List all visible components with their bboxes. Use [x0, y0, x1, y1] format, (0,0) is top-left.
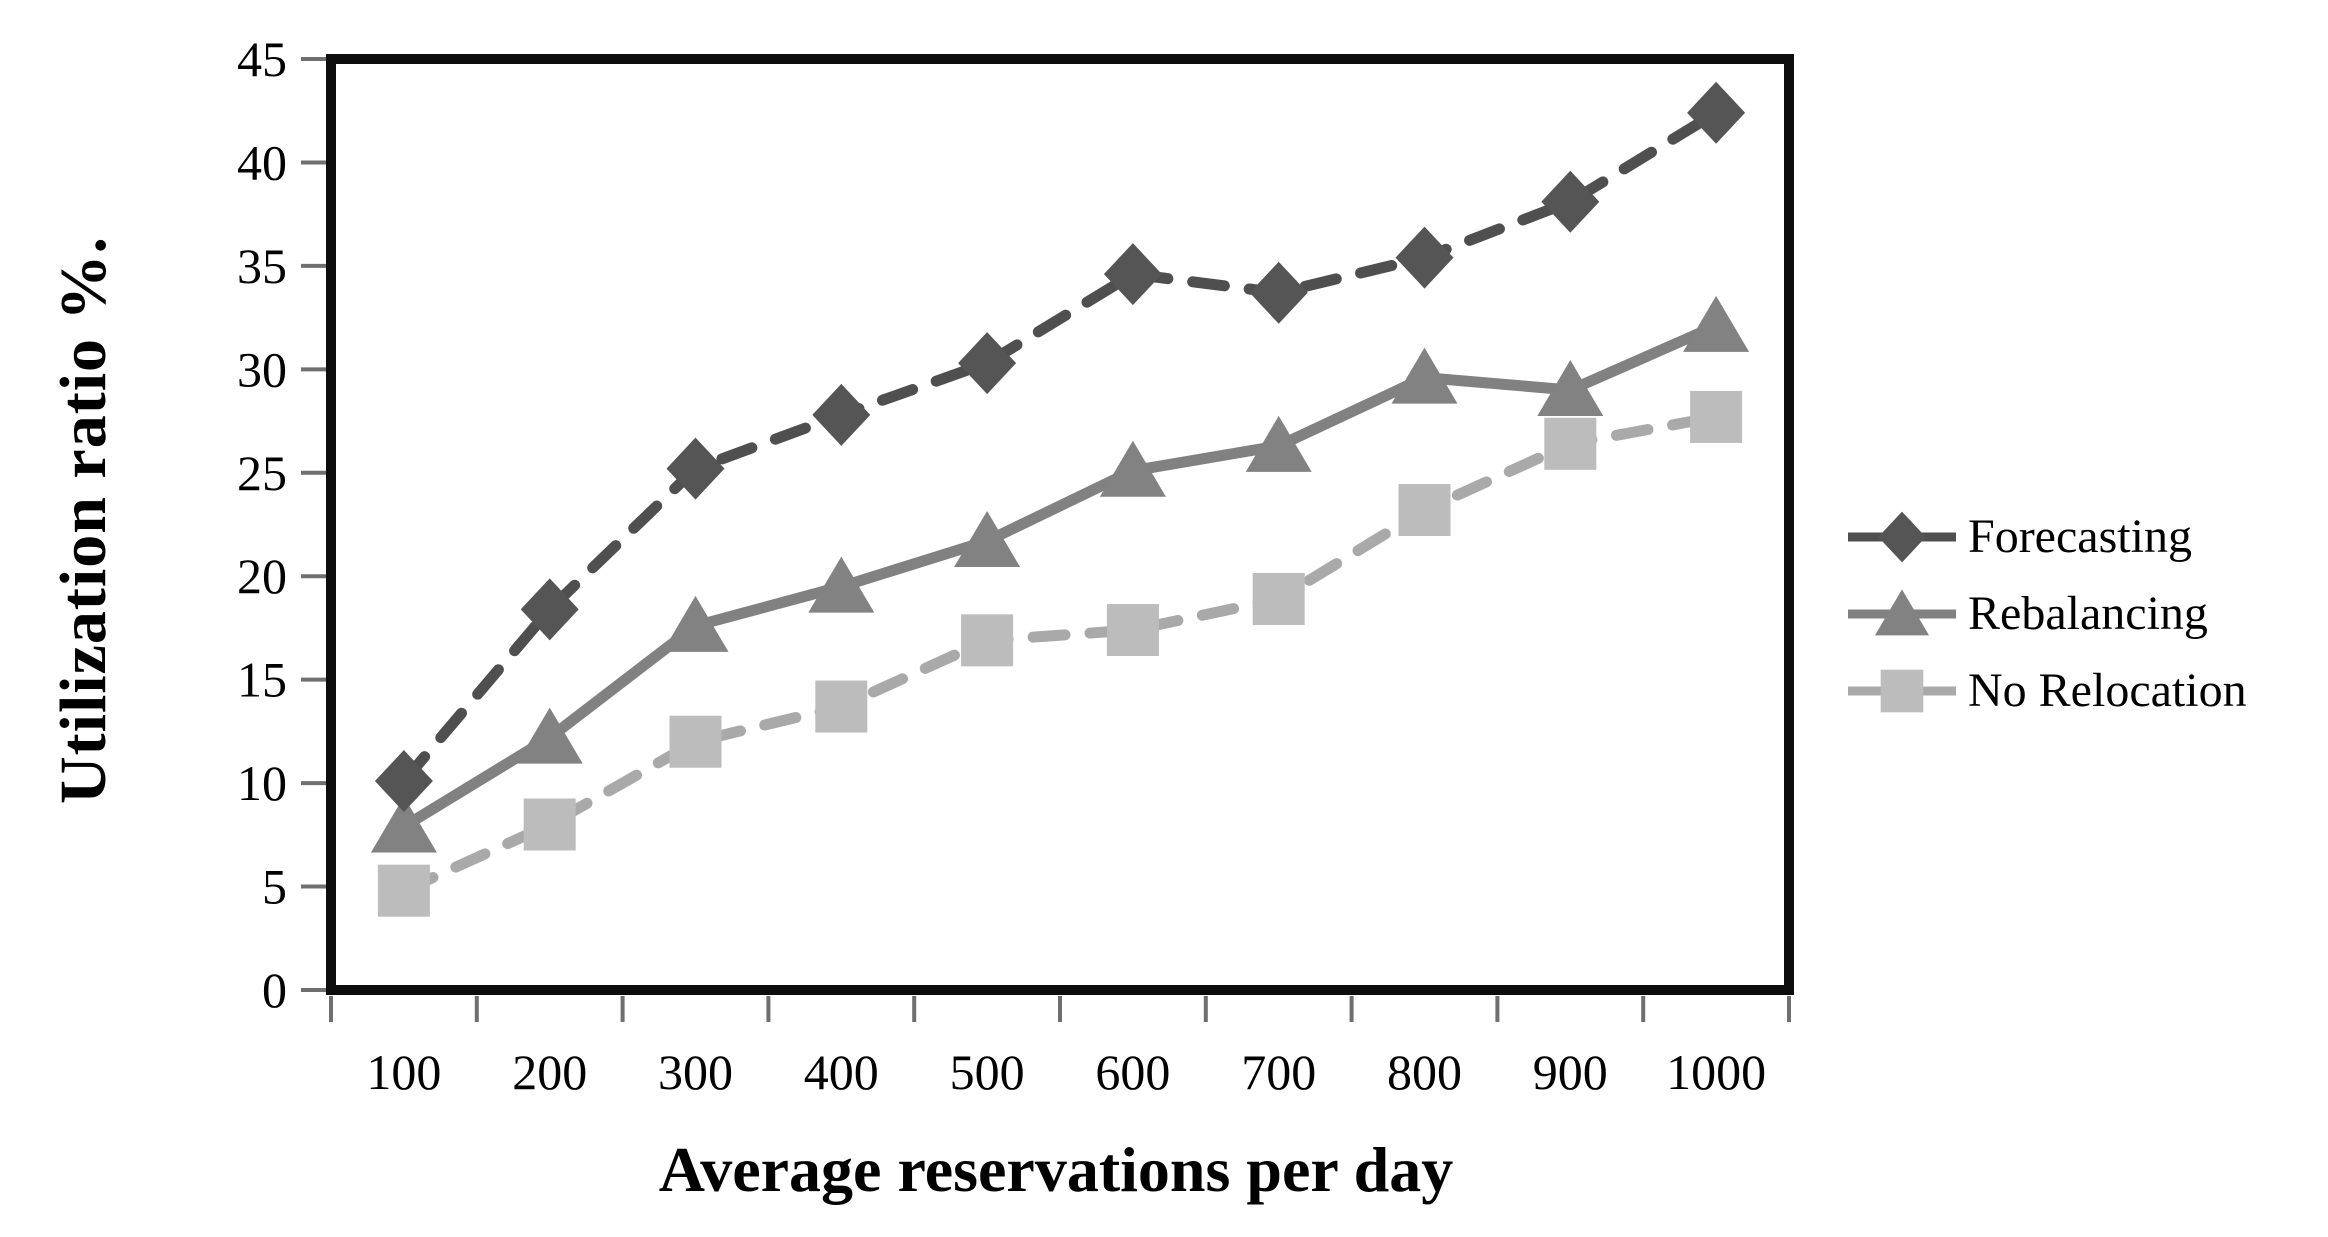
y-tick-label: 0 [262, 962, 287, 1018]
diamond-marker-forecasting [1395, 226, 1454, 289]
diamond-marker-forecasting [520, 578, 579, 641]
triangle-marker-rebalancing [1391, 347, 1458, 404]
triangle-marker-rebalancing [516, 707, 583, 764]
diamond-marker-forecasting [1541, 170, 1600, 233]
square-marker-no-relocation [1690, 390, 1743, 443]
x-tick-label: 700 [1241, 1044, 1316, 1100]
square-marker-no-relocation [1544, 417, 1597, 470]
diamond-marker-forecasting [812, 383, 871, 446]
diamond-marker-forecasting [1103, 243, 1162, 306]
square-marker-no-relocation [1106, 604, 1159, 657]
legend-label-rebalancing: Rebalancing [1968, 587, 2208, 640]
x-tick-label: 400 [804, 1044, 879, 1100]
legend-marker-square [1880, 669, 1924, 712]
square-marker-no-relocation [815, 680, 868, 733]
legend-item-no-relocation: No Relocation [1846, 652, 2247, 729]
series-line-forecasting [398, 107, 1722, 787]
square-marker-no-relocation [1398, 484, 1451, 537]
forecasting-diamond-icon [1848, 511, 1956, 562]
square-marker-no-relocation [523, 798, 576, 851]
square-marker-no-relocation [669, 715, 722, 768]
x-tick-label: 1000 [1666, 1044, 1766, 1100]
x-tick-label: 900 [1533, 1044, 1608, 1100]
diamond-marker-forecasting [1249, 261, 1308, 324]
y-tick-label: 35 [237, 238, 287, 294]
legend-label-no-relocation: No Relocation [1968, 664, 2247, 717]
diamond-marker-forecasting [958, 332, 1017, 395]
no-relocation-square-icon [1848, 669, 1956, 712]
y-tick-label: 15 [237, 652, 287, 708]
triangle-marker-rebalancing [1099, 440, 1166, 497]
legend-item-rebalancing: Rebalancing [1846, 575, 2247, 652]
x-tick-label: 300 [658, 1044, 733, 1100]
x-tick-label: 600 [1095, 1044, 1170, 1100]
plot-frame [326, 54, 1794, 995]
square-marker-no-relocation [961, 614, 1014, 667]
y-tick-label: 25 [237, 445, 287, 501]
diamond-marker-forecasting [666, 437, 725, 500]
diamond-marker-forecasting [1687, 81, 1746, 144]
legend-marker-triangle [1874, 588, 1930, 635]
x-tick-label: 500 [950, 1044, 1025, 1100]
y-tick-label: 5 [262, 859, 287, 915]
legend: Forecasting Rebalancing No Relocation [1846, 498, 2247, 729]
triangle-marker-rebalancing [808, 556, 875, 613]
x-tick-label: 800 [1387, 1044, 1462, 1100]
triangle-marker-rebalancing [954, 511, 1021, 568]
y-tick-label: 10 [237, 755, 287, 811]
y-tick-label: 45 [237, 31, 287, 87]
series-line-rebalancing [398, 320, 1722, 833]
y-axis-title: Utilization ratio %. [47, 235, 120, 805]
diamond-marker-forecasting [374, 750, 433, 813]
x-tick-label: 100 [366, 1044, 441, 1100]
triangle-marker-rebalancing [1245, 415, 1312, 472]
triangle-marker-rebalancing [1537, 360, 1604, 417]
rebalancing-triangle-icon [1848, 588, 1956, 635]
legend-label-forecasting: Forecasting [1968, 510, 2192, 563]
y-tick-label: 40 [237, 134, 287, 190]
triangle-marker-rebalancing [662, 595, 729, 652]
series-line-no-relocation [398, 411, 1722, 897]
x-tick-label: 200 [512, 1044, 587, 1100]
legend-marker-diamond [1878, 511, 1926, 562]
y-tick-label: 30 [237, 341, 287, 397]
legend-item-forecasting: Forecasting [1846, 498, 2247, 575]
triangle-marker-rebalancing [370, 796, 437, 853]
square-marker-no-relocation [377, 864, 430, 917]
square-marker-no-relocation [1252, 572, 1305, 625]
x-axis-title: Average reservations per day [658, 1134, 1454, 1205]
y-tick-label: 20 [237, 548, 287, 604]
triangle-marker-rebalancing [1683, 295, 1750, 352]
